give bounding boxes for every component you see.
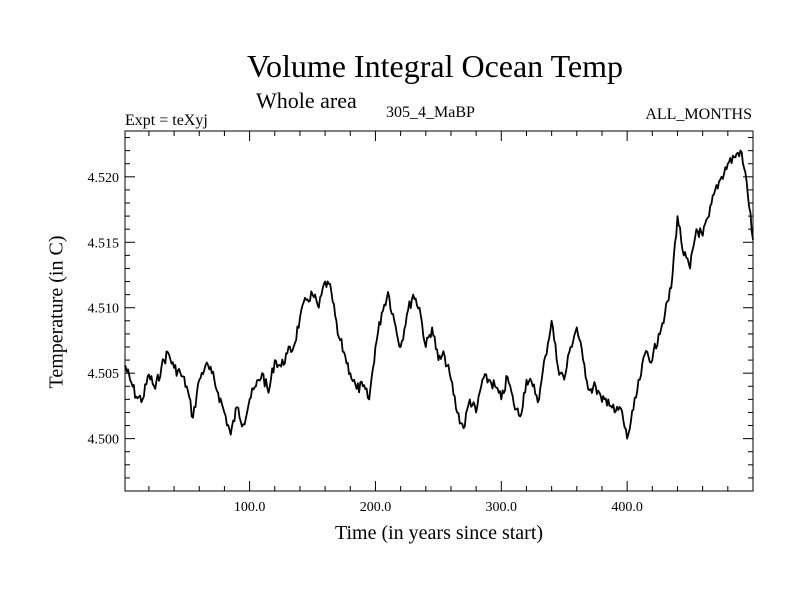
- temperature-series-line: [124, 149, 754, 440]
- y-tick-label: 4.520: [88, 171, 120, 186]
- x-axis-label: Time (in years since start): [334, 522, 544, 544]
- chart-title: Volume Integral Ocean Temp: [246, 48, 623, 84]
- x-tick-label: 400.0: [611, 500, 643, 515]
- y-tick-label: 4.510: [88, 302, 120, 317]
- x-tick-label: 100.0: [234, 500, 266, 515]
- run-label: 305_4_MaBP: [386, 104, 475, 121]
- experiment-label: Expt = teXyj: [125, 112, 208, 129]
- y-tick-label: 4.505: [88, 367, 120, 382]
- y-tick-label: 4.515: [88, 236, 120, 251]
- chart-subtitle: Whole area: [256, 88, 357, 113]
- y-tick-label: 4.500: [88, 433, 120, 448]
- x-tick-label: 300.0: [486, 500, 518, 515]
- plot-frame: [124, 130, 754, 492]
- x-tick-label: 200.0: [360, 500, 392, 515]
- months-label: ALL_MONTHS: [645, 106, 752, 123]
